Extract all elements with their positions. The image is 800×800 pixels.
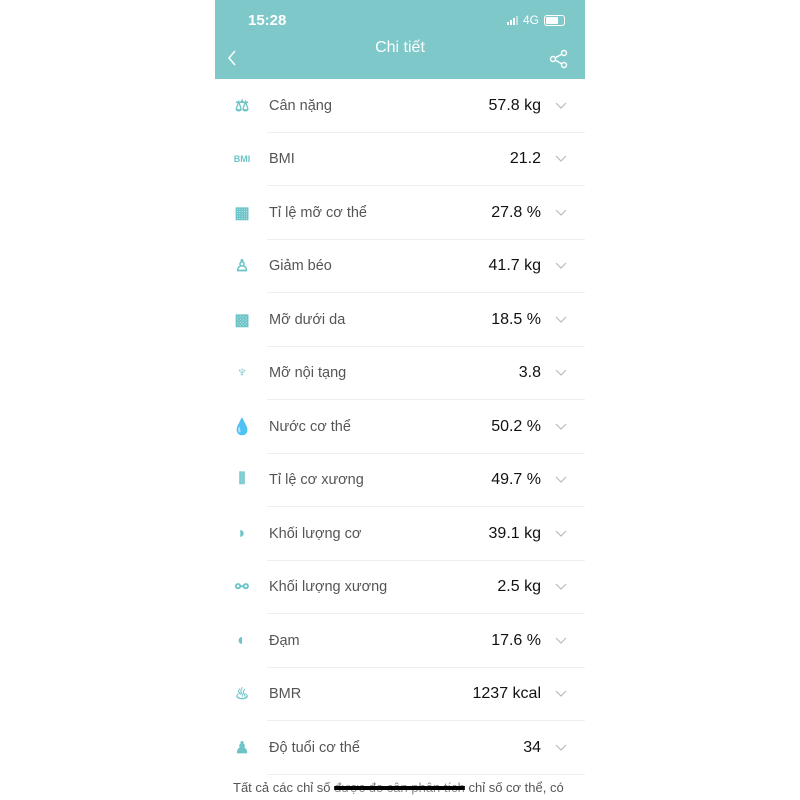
metric-label: BMR <box>269 686 302 703</box>
flame-icon: ♨ <box>234 686 250 704</box>
metric-row[interactable]: ◗ Khối lượng cơ 39.1 kg <box>215 507 585 561</box>
lungs-icon: ♆ <box>236 364 248 382</box>
metric-label: Khối lượng cơ <box>269 525 362 542</box>
status-time: 15:28 <box>248 12 287 29</box>
metrics-list: ⚖ Cân nặng 57.8 kg BMI BMI 21.2 ▦ Tỉ lệ … <box>215 79 585 775</box>
chevron-down-icon[interactable] <box>555 530 567 538</box>
metric-label: Khối lượng xương <box>269 579 388 596</box>
subcutaneous-fat-icon: ▩ <box>234 311 250 329</box>
metric-value: 57.8 kg <box>488 96 541 114</box>
metric-label: Tỉ lệ cơ xương <box>269 472 364 489</box>
metric-row[interactable]: ♙ Giảm béo 41.7 kg <box>215 240 585 294</box>
metric-row[interactable]: ♟ Độ tuổi cơ thể 34 <box>215 721 585 775</box>
metric-value: 34 <box>523 738 541 756</box>
bone-joint-icon: ⦀ <box>238 471 246 489</box>
signal-icon <box>506 15 518 25</box>
bmi-icon: BMI <box>233 154 251 165</box>
metric-value: 3.8 <box>518 364 541 382</box>
metric-label: Tỉ lệ mỡ cơ thể <box>269 204 367 221</box>
metric-row[interactable]: BMI BMI 21.2 <box>215 133 585 187</box>
chevron-down-icon[interactable] <box>555 369 567 377</box>
metric-value: 18.5 % <box>491 310 541 328</box>
page-title: Chi tiết <box>375 39 425 56</box>
metric-row[interactable]: ▦ Tỉ lệ mỡ cơ thể 27.8 % <box>215 186 585 240</box>
metric-label: Mỡ dưới da <box>269 311 346 328</box>
metric-row[interactable]: ▩ Mỡ dưới da 18.5 % <box>215 293 585 347</box>
metric-label: Đạm <box>269 632 300 649</box>
chevron-down-icon[interactable] <box>555 102 567 110</box>
metric-row[interactable]: ⦀ Tỉ lệ cơ xương 49.7 % <box>215 454 585 508</box>
metric-label: Nước cơ thể <box>269 418 351 435</box>
metric-row[interactable]: ♨ BMR 1237 kcal <box>215 668 585 722</box>
metric-value: 41.7 kg <box>488 257 541 275</box>
chevron-down-icon[interactable] <box>555 476 567 484</box>
chevron-down-icon[interactable] <box>555 744 567 752</box>
status-indicators: 4G <box>506 13 565 27</box>
metric-row[interactable]: ⚯ Khối lượng xương 2.5 kg <box>215 561 585 615</box>
body-icon: ♟ <box>234 739 250 757</box>
metric-row[interactable]: ♆ Mỡ nội tạng 3.8 <box>215 347 585 401</box>
redacted-text: được đo cân phân tích <box>334 780 465 795</box>
battery-icon <box>544 14 565 26</box>
footer-note: Tất cả các chỉ số được đo cân phân tích … <box>233 780 564 795</box>
chevron-down-icon[interactable] <box>555 423 567 431</box>
chevron-down-icon[interactable] <box>555 690 567 698</box>
back-icon[interactable] <box>227 48 237 68</box>
metric-value: 50.2 % <box>491 417 541 435</box>
water-drop-icon: 💧 <box>232 418 252 436</box>
muscle-icon: ◗ <box>237 524 247 542</box>
metric-value: 49.7 % <box>491 471 541 489</box>
metric-value: 2.5 kg <box>497 578 541 596</box>
metric-value: 17.6 % <box>491 631 541 649</box>
weight-icon: ⚖ <box>234 97 250 115</box>
protein-icon: ◐ <box>237 631 247 649</box>
network-label: 4G <box>522 13 539 27</box>
metric-value: 1237 kcal <box>472 685 542 703</box>
chevron-down-icon[interactable] <box>555 583 567 591</box>
chevron-down-icon[interactable] <box>555 262 567 270</box>
metric-label: Độ tuổi cơ thể <box>269 739 360 756</box>
metric-label: Cân nặng <box>269 97 332 114</box>
body-fat-icon: ▦ <box>234 204 250 222</box>
header: 15:28 4G Chi tiết <box>215 0 585 79</box>
metric-row[interactable]: ⚖ Cân nặng 57.8 kg <box>215 79 585 133</box>
metric-label: Mỡ nội tạng <box>269 365 347 382</box>
chevron-down-icon[interactable] <box>555 209 567 217</box>
metric-row[interactable]: 💧 Nước cơ thể 50.2 % <box>215 400 585 454</box>
share-icon[interactable] <box>549 49 569 69</box>
metric-value: 27.8 % <box>491 203 541 221</box>
chevron-down-icon[interactable] <box>555 155 567 163</box>
metric-label: BMI <box>269 151 295 168</box>
metric-value: 21.2 <box>509 150 541 168</box>
phone-screen: 15:28 4G Chi tiết ⚖ Cân nặng 57.8 kg BMI… <box>215 0 585 800</box>
person-icon: ♙ <box>234 258 250 276</box>
bone-icon: ⚯ <box>235 579 249 597</box>
chevron-down-icon[interactable] <box>555 316 567 324</box>
chevron-down-icon[interactable] <box>555 637 567 645</box>
metric-row[interactable]: ◐ Đạm 17.6 % <box>215 614 585 668</box>
metric-value: 39.1 kg <box>488 524 541 542</box>
metric-label: Giảm béo <box>269 258 332 275</box>
